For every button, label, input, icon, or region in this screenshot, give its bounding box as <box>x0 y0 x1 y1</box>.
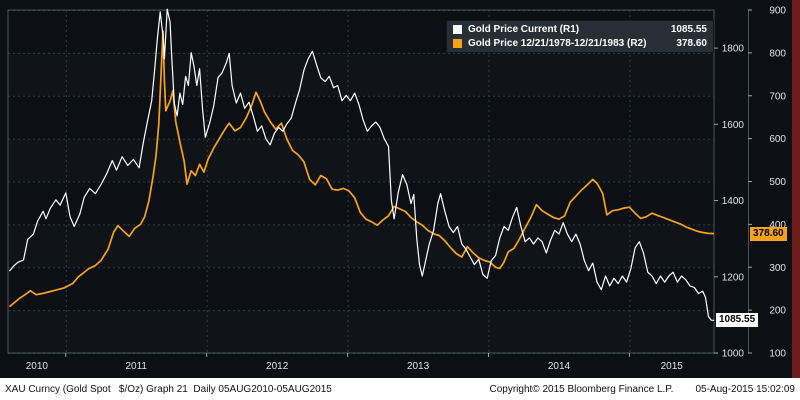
legend-label: Gold Price Current (R1) <box>468 24 580 35</box>
r2-tick-label: 900 <box>769 6 786 17</box>
footer-timestamp: 05-Aug-2015 15:02:09 <box>695 383 795 395</box>
r2-tick-label: 400 <box>769 220 786 231</box>
background-band <box>8 53 714 96</box>
r2-tick-label: 600 <box>769 134 786 145</box>
series-line-r1 <box>8 8 715 321</box>
x-year-label: 2012 <box>266 361 289 372</box>
status-bar: XAU Curncy (Gold Spot $/Oz) Graph 21 Dai… <box>0 378 800 400</box>
legend-item-gold-current[interactable]: Gold Price Current (R1) 1085.55 <box>453 24 707 35</box>
legend-value: 378.60 <box>676 38 707 49</box>
x-year-label: 2013 <box>407 361 430 372</box>
x-year-label: 2014 <box>548 361 571 372</box>
r1-tick-label: 1600 <box>722 120 745 131</box>
plot-frame <box>7 9 715 354</box>
orange-series-swatch <box>453 39 462 48</box>
x-year-label: 2015 <box>661 361 684 372</box>
chart-area[interactable]: 1000 1200 1400 1600 1800 100 200 300 400 500 600 70… <box>0 0 800 378</box>
r2-tick-label: 700 <box>769 91 786 102</box>
series-line-r2 <box>8 30 715 308</box>
chart-legend: Gold Price Current (R1) 1085.55 Gold Pri… <box>446 20 714 53</box>
white-series-swatch <box>453 25 462 34</box>
price-chart[interactable]: 1000 1200 1400 1600 1800 100 200 300 400 500 600 70… <box>0 0 800 378</box>
footer-copyright: Copyright© 2015 Bloomberg Finance L.P. <box>489 383 674 395</box>
legend-item-gold-1978-1983[interactable]: Gold Price 12/21/1978-12/21/1983 (R2) 37… <box>453 38 707 49</box>
r1-tick-label: 1800 <box>722 44 745 55</box>
footer-security-info: XAU Curncy (Gold Spot $/Oz) Graph 21 Dai… <box>5 383 332 395</box>
r2-tick-label: 500 <box>769 177 786 188</box>
r2-tick-label: 800 <box>769 48 786 59</box>
right-margin-strip <box>792 0 800 378</box>
r2-tick-label: 100 <box>769 349 786 360</box>
legend-label: Gold Price 12/21/1978-12/21/1983 (R2) <box>468 38 647 49</box>
last-price-badge-r2: 378.60 <box>750 226 787 241</box>
background-band <box>8 139 714 182</box>
background-band <box>8 310 714 353</box>
last-price-badge-r1: 1085.55 <box>716 313 759 328</box>
r2-tick-label: 200 <box>769 306 786 317</box>
x-year-label: 2010 <box>26 361 49 372</box>
r2-tick-label: 300 <box>769 263 786 274</box>
r1-tick-label: 1200 <box>722 272 745 283</box>
r1-tick-label: 1400 <box>722 196 745 207</box>
legend-value: 1085.55 <box>670 24 707 35</box>
r1-tick-label: 1000 <box>722 349 745 360</box>
x-year-label: 2011 <box>125 361 147 372</box>
